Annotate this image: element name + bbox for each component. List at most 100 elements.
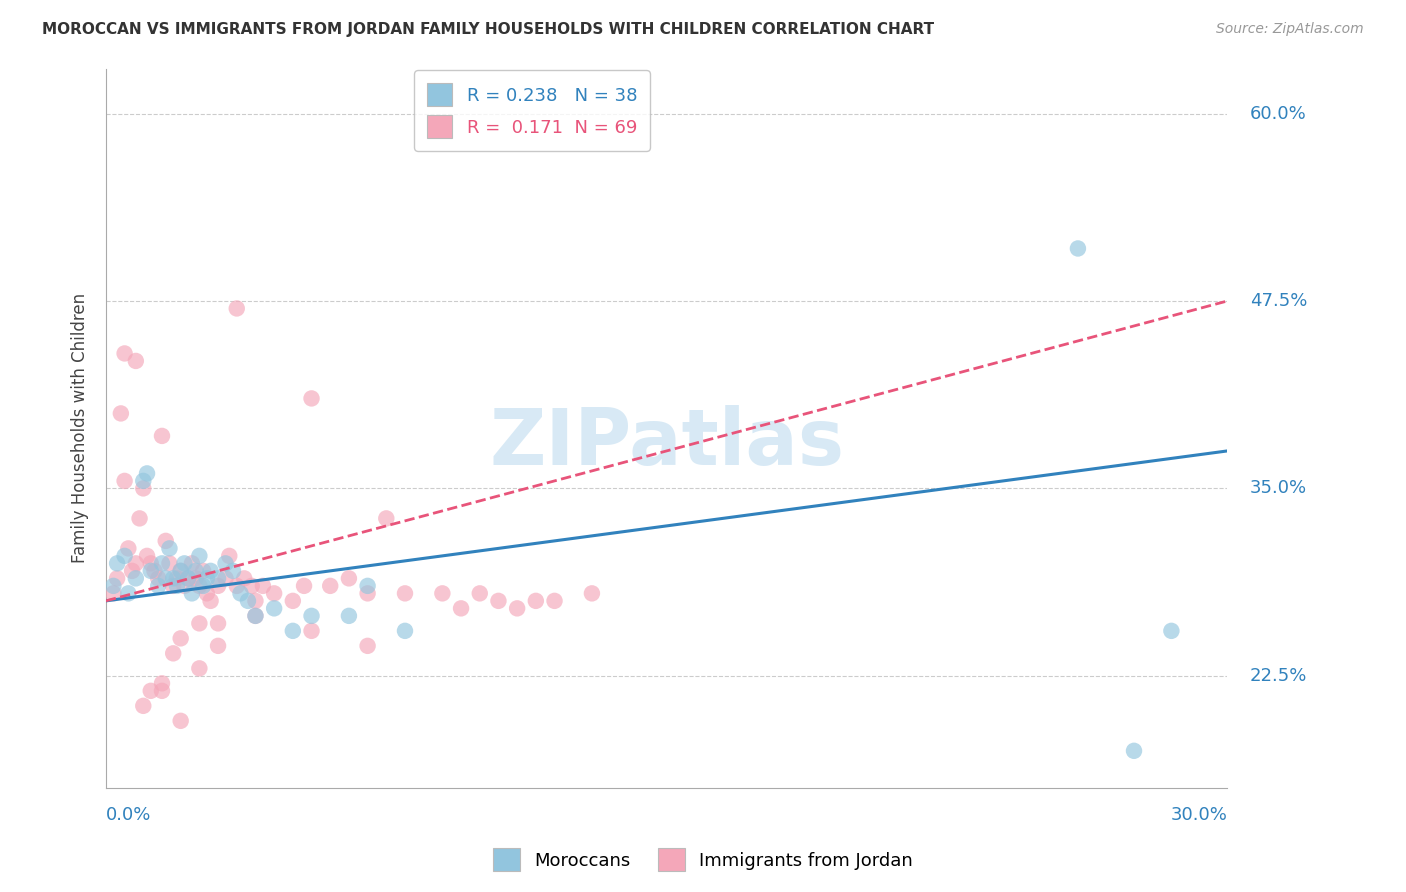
Y-axis label: Family Households with Children: Family Households with Children	[72, 293, 89, 564]
Point	[200, 564, 222, 578]
Legend: Moroccans, Immigrants from Jordan: Moroccans, Immigrants from Jordan	[485, 841, 921, 879]
Point	[166, 579, 188, 593]
Point	[188, 616, 211, 631]
Point	[356, 586, 378, 600]
Point	[450, 601, 472, 615]
Point	[1160, 624, 1182, 638]
Point	[170, 632, 193, 646]
Point	[263, 586, 285, 600]
Point	[125, 354, 148, 368]
Point	[162, 579, 184, 593]
Text: 60.0%: 60.0%	[1250, 104, 1306, 122]
Text: 30.0%: 30.0%	[1171, 806, 1227, 824]
Point	[117, 586, 139, 600]
Point	[543, 594, 565, 608]
Point	[103, 579, 125, 593]
Point	[139, 564, 162, 578]
Point	[394, 624, 416, 638]
Point	[245, 608, 267, 623]
Point	[105, 557, 128, 571]
Text: 22.5%: 22.5%	[1250, 667, 1308, 685]
Point	[188, 579, 211, 593]
Point	[136, 549, 159, 563]
Point	[170, 714, 193, 728]
Point	[524, 594, 547, 608]
Point	[159, 557, 181, 571]
Point	[191, 579, 214, 593]
Text: Source: ZipAtlas.com: Source: ZipAtlas.com	[1216, 22, 1364, 37]
Point	[148, 579, 170, 593]
Point	[488, 594, 510, 608]
Point	[177, 571, 200, 585]
Point	[356, 579, 378, 593]
Point	[162, 571, 184, 585]
Point	[207, 579, 229, 593]
Point	[117, 541, 139, 556]
Point	[233, 571, 256, 585]
Point	[121, 564, 143, 578]
Point	[468, 586, 491, 600]
Point	[222, 564, 245, 578]
Point	[150, 557, 173, 571]
Point	[136, 467, 159, 481]
Point	[184, 564, 207, 578]
Point	[173, 557, 195, 571]
Point	[319, 579, 342, 593]
Point	[337, 571, 360, 585]
Point	[180, 586, 202, 600]
Point	[148, 571, 170, 585]
Point	[281, 624, 304, 638]
Point	[225, 579, 247, 593]
Point	[245, 594, 267, 608]
Point	[1123, 744, 1146, 758]
Point	[214, 571, 236, 585]
Point	[162, 646, 184, 660]
Point	[236, 594, 259, 608]
Point	[139, 557, 162, 571]
Point	[337, 608, 360, 623]
Point	[150, 683, 173, 698]
Point	[105, 571, 128, 585]
Point	[394, 586, 416, 600]
Point	[114, 549, 136, 563]
Point	[114, 346, 136, 360]
Text: MOROCCAN VS IMMIGRANTS FROM JORDAN FAMILY HOUSEHOLDS WITH CHILDREN CORRELATION C: MOROCCAN VS IMMIGRANTS FROM JORDAN FAMIL…	[42, 22, 935, 37]
Text: 35.0%: 35.0%	[1250, 479, 1308, 498]
Point	[177, 571, 200, 585]
Point	[207, 639, 229, 653]
Text: 47.5%: 47.5%	[1250, 292, 1308, 310]
Point	[195, 586, 218, 600]
Point	[229, 586, 252, 600]
Point	[191, 564, 214, 578]
Point	[214, 557, 236, 571]
Point	[159, 541, 181, 556]
Point	[180, 557, 202, 571]
Point	[240, 579, 263, 593]
Point	[170, 564, 193, 578]
Point	[506, 601, 529, 615]
Point	[301, 392, 323, 406]
Point	[207, 571, 229, 585]
Point	[432, 586, 454, 600]
Point	[155, 571, 177, 585]
Point	[195, 571, 218, 585]
Point	[184, 571, 207, 585]
Point	[132, 482, 155, 496]
Point	[188, 549, 211, 563]
Text: 0.0%: 0.0%	[105, 806, 152, 824]
Point	[207, 616, 229, 631]
Point	[1067, 242, 1090, 256]
Point	[150, 429, 173, 443]
Point	[375, 511, 398, 525]
Point	[245, 608, 267, 623]
Point	[200, 594, 222, 608]
Point	[103, 586, 125, 600]
Point	[132, 698, 155, 713]
Point	[125, 571, 148, 585]
Point	[252, 579, 274, 593]
Point	[188, 661, 211, 675]
Point	[173, 579, 195, 593]
Point	[281, 594, 304, 608]
Point	[263, 601, 285, 615]
Point	[292, 579, 315, 593]
